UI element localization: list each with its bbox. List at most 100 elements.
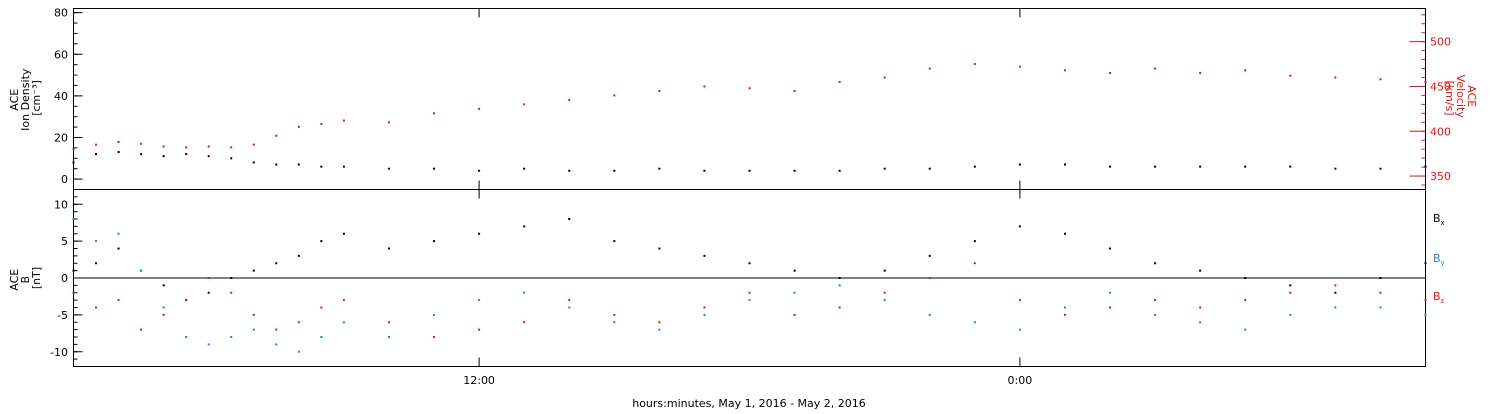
top-point-density — [658, 167, 661, 170]
bottom-point-bz — [973, 262, 976, 265]
bottom-left-axis-ticks: -10 -5 0 5 10 — [50, 189, 83, 367]
bottom-point-by — [703, 313, 706, 316]
bottom-point-bz — [117, 299, 120, 302]
bottom-point-bx — [342, 232, 345, 235]
bottom-point-bz — [1018, 299, 1021, 302]
bottom-point-by — [1018, 328, 1021, 331]
top-point-velocity — [1018, 65, 1021, 68]
top-right-y-label-line3: [km/s] — [1443, 80, 1456, 115]
top-right-tick-label: 500 — [1430, 36, 1451, 49]
bottom-point-by — [297, 350, 300, 353]
bottom-point-bx — [433, 240, 436, 243]
bottom-point-bz — [1154, 299, 1157, 302]
bottom-point-bx — [275, 262, 278, 265]
bottom-point-by — [658, 328, 661, 331]
top-left-y-label-line2: Ion Density — [19, 68, 32, 131]
legend-by: By — [1433, 252, 1445, 267]
bottom-point-bx — [838, 277, 841, 279]
top-point-density — [1063, 163, 1066, 166]
top-point-velocity — [658, 89, 661, 92]
bottom-point-by — [838, 284, 841, 287]
bottom-point-bz — [883, 291, 886, 294]
top-point-density — [793, 169, 796, 172]
bottom-point-bx — [793, 269, 796, 272]
top-point-density — [207, 155, 210, 158]
top-point-density — [973, 165, 976, 168]
top-point-velocity — [342, 119, 345, 122]
bottom-point-by — [1109, 291, 1112, 294]
top-point-density — [117, 151, 120, 154]
bottom-y-label-line1: ACE — [8, 269, 21, 291]
bottom-point-bx — [1334, 291, 1337, 294]
top-point-velocity — [252, 143, 255, 146]
bottom-point-bz — [95, 306, 98, 309]
bottom-point-by — [883, 299, 886, 302]
top-point-density — [568, 169, 571, 172]
bottom-point-bz — [433, 336, 436, 338]
x-tick-label: 0:00 — [1008, 374, 1033, 387]
bottom-point-bx — [297, 254, 300, 257]
bottom-point-by — [320, 336, 323, 338]
bottom-point-by — [793, 291, 796, 294]
legend-bz: Bz — [1433, 290, 1445, 305]
top-point-velocity — [928, 67, 931, 70]
bottom-point-bx — [95, 262, 98, 265]
bottom-point-by — [928, 313, 931, 316]
bottom-point-bz — [1244, 299, 1247, 302]
top-point-velocity — [748, 87, 751, 90]
bottom-y-label-line3: [nT] — [30, 267, 43, 289]
bottom-point-bx — [1199, 269, 1202, 272]
top-point-density — [433, 167, 436, 170]
bottom-point-by — [95, 240, 98, 243]
bottom-point-bz — [838, 306, 841, 309]
bottom-point-by — [748, 299, 751, 302]
bottom-point-by — [1244, 328, 1247, 331]
bottom-left-tick-label: 0 — [61, 272, 68, 285]
top-left-tick-label: 40 — [54, 90, 68, 103]
bottom-y-label: ACE B [nT] — [8, 265, 43, 290]
bottom-point-bz — [185, 299, 188, 302]
top-point-velocity — [320, 123, 323, 126]
top-point-density — [252, 161, 255, 164]
bottom-point-bx — [162, 284, 165, 287]
top-right-y-label-line1: ACE — [1465, 85, 1478, 107]
top-point-velocity — [1334, 76, 1337, 79]
bottom-point-bz — [613, 313, 616, 316]
bottom-point-bz — [207, 277, 210, 279]
bottom-point-by — [523, 291, 526, 294]
top-point-velocity — [793, 89, 796, 92]
top-point-velocity — [297, 125, 300, 128]
bottom-point-by — [117, 232, 120, 235]
bottom-point-bx — [928, 254, 931, 257]
top-left-y-label: ACE Ion Density [cm⁻³] — [8, 65, 43, 131]
top-point-velocity — [433, 112, 436, 115]
bottom-point-by — [433, 313, 436, 316]
bottom-point-by — [1334, 306, 1337, 309]
bottom-left-tick-label: -5 — [57, 309, 68, 322]
top-right-tick-label: 450 — [1430, 80, 1451, 93]
bottom-point-bz — [252, 313, 255, 316]
top-right-tick-label: 400 — [1430, 125, 1451, 138]
bottom-point-bx — [523, 225, 526, 228]
bottom-point-bz — [1424, 299, 1427, 302]
top-left-tick-label: 0 — [61, 173, 68, 186]
legend-bx: Bx — [1433, 212, 1445, 227]
bottom-point-bz — [793, 313, 796, 316]
top-panel-frame — [73, 8, 1426, 190]
bottom-point-bx — [1109, 247, 1112, 250]
bottom-point-by — [72, 218, 75, 220]
bottom-point-bz — [1199, 306, 1202, 309]
top-left-y-label-line3: [cm⁻³] — [30, 80, 43, 116]
top-point-velocity — [1424, 80, 1427, 83]
bottom-point-bz — [162, 313, 165, 316]
bottom-point-bx — [568, 218, 571, 220]
top-point-density — [478, 169, 481, 172]
top-point-velocity — [72, 148, 75, 151]
top-point-density — [928, 167, 931, 170]
bottom-point-bx — [883, 269, 886, 272]
bottom-left-tick-label: 10 — [54, 198, 68, 211]
bottom-point-bz — [320, 306, 323, 309]
top-point-density — [1154, 165, 1157, 168]
top-point-density — [1379, 167, 1382, 170]
bottom-point-by — [613, 321, 616, 324]
